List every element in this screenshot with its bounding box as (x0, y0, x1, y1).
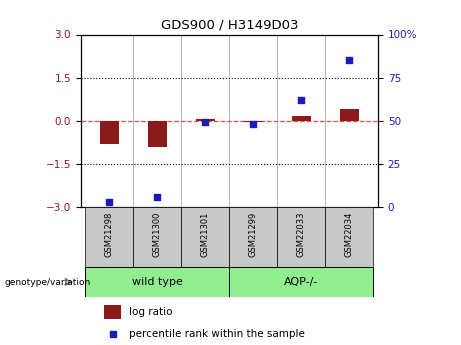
Text: GSM21300: GSM21300 (153, 211, 162, 257)
Text: GSM21299: GSM21299 (249, 211, 258, 257)
Point (109, 331, 116, 336)
Bar (181, 207, 230, 267)
Bar (196, 119, 215, 121)
Point (201, 120, 209, 125)
Bar (148, 121, 167, 147)
Bar (340, 109, 359, 121)
Text: AQP-/-: AQP-/- (284, 277, 319, 287)
Text: GSM21298: GSM21298 (105, 211, 114, 257)
Text: wild type: wild type (132, 277, 183, 287)
Bar (244, 121, 263, 122)
Point (250, 121, 257, 127)
Bar (133, 207, 181, 267)
Bar (85, 267, 230, 297)
Bar (230, 207, 278, 267)
Text: GSM22034: GSM22034 (345, 211, 354, 257)
Bar (278, 207, 325, 267)
Point (154, 194, 161, 199)
Bar (292, 117, 311, 121)
Text: log ratio: log ratio (129, 307, 172, 317)
Bar (230, 267, 373, 297)
Bar (85, 207, 133, 267)
Bar (100, 121, 119, 144)
Point (106, 199, 113, 205)
Text: percentile rank within the sample: percentile rank within the sample (129, 329, 305, 338)
Bar (325, 207, 373, 267)
Bar (104, 305, 122, 318)
Text: GSM21301: GSM21301 (201, 211, 210, 257)
Text: GSM22033: GSM22033 (297, 211, 306, 257)
Text: genotype/variation: genotype/variation (5, 277, 91, 287)
Point (298, 97, 305, 103)
Point (346, 58, 353, 63)
Title: GDS900 / H3149D03: GDS900 / H3149D03 (160, 19, 298, 32)
